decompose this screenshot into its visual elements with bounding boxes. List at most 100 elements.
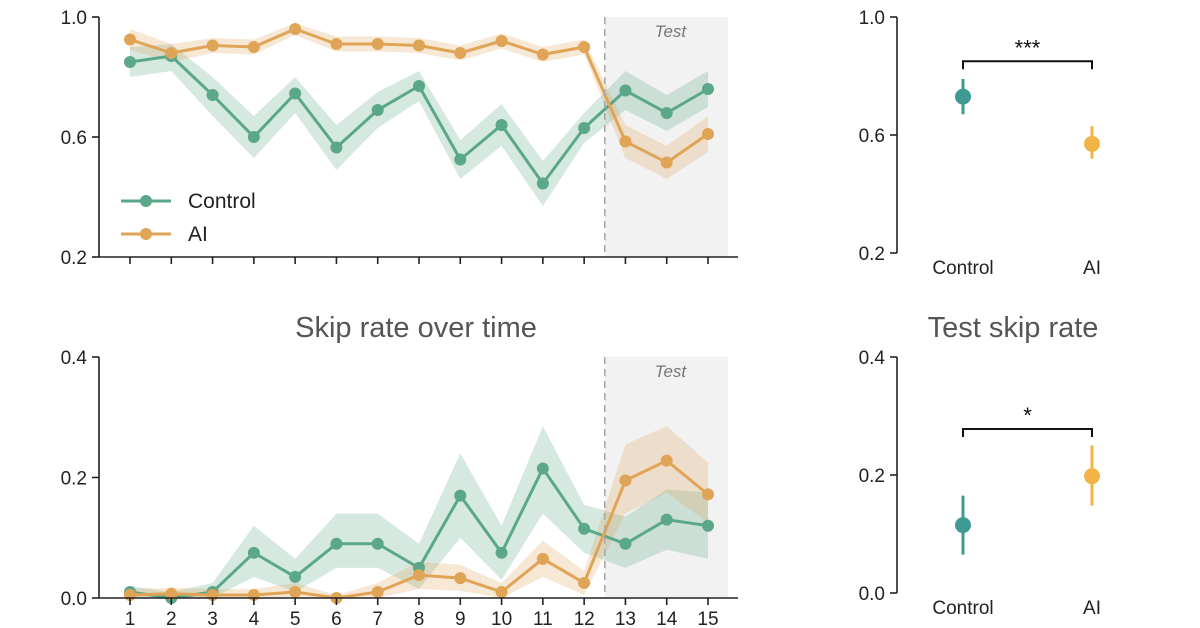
y-tick-label: 0.4 <box>61 348 88 369</box>
y-tick-label: 0.2 <box>61 248 87 269</box>
x-tick-label: 9 <box>455 609 466 628</box>
legend-ai-marker <box>140 228 152 240</box>
test-skip-rate-title: Test skip rate <box>928 312 1099 344</box>
ai-data-point <box>536 552 549 565</box>
control-data-point <box>330 141 343 154</box>
x-tick-label: 4 <box>249 609 260 628</box>
x-tick-label: 1 <box>125 609 136 628</box>
control-data-point <box>371 104 384 116</box>
control-data-point <box>454 489 467 502</box>
ai-data-point <box>702 128 714 140</box>
ai-data-point <box>330 38 343 50</box>
y-tick-label: 0.6 <box>859 126 885 147</box>
significance-bracket <box>962 427 1093 437</box>
ai-data-point <box>619 135 632 148</box>
test-skip-rate-panel: Test skip rate 0.0 0.2 0.4 Control AI * <box>859 312 1101 619</box>
control-data-point <box>660 107 673 119</box>
control-data-point <box>578 122 591 134</box>
ai-mean-point <box>1084 468 1100 485</box>
skip-rate-over-time-title: Skip rate over time <box>295 312 537 344</box>
control-data-point <box>413 80 425 92</box>
test-region-label: Test <box>655 22 688 41</box>
control-data-point <box>371 537 384 550</box>
y-tick-label: 0.2 <box>61 469 87 490</box>
control-confidence-band <box>130 44 708 206</box>
ai-data-point <box>413 39 425 52</box>
x-tick-label: 14 <box>656 609 678 628</box>
significance-bracket <box>962 60 1093 70</box>
ai-data-point <box>206 39 219 52</box>
significance-label: * <box>1023 403 1032 428</box>
x-category-label: AI <box>1083 598 1101 619</box>
y-tick-label: 0.0 <box>61 589 87 610</box>
control-data-point <box>247 131 260 143</box>
x-category-label: Control <box>932 598 993 619</box>
ai-data-point <box>660 156 673 169</box>
control-data-point <box>536 462 549 475</box>
ai-confidence-band <box>130 23 708 179</box>
x-tick-label: 10 <box>491 609 512 628</box>
ai-data-point <box>413 569 425 582</box>
control-data-point <box>578 522 591 535</box>
control-data-point <box>702 519 714 532</box>
control-data-point <box>454 153 467 166</box>
ai-data-point <box>495 585 508 598</box>
legend-control-marker <box>140 195 152 207</box>
x-tick-label: 12 <box>574 609 595 628</box>
ai-data-point <box>495 35 508 47</box>
x-tick-label: 2 <box>166 609 177 628</box>
y-tick-label: 0.2 <box>859 466 885 487</box>
ai-data-point <box>702 488 714 501</box>
ai-data-point <box>371 38 384 50</box>
ai-data-point <box>371 585 384 598</box>
ai-data-point <box>165 587 178 600</box>
control-data-point <box>330 537 343 550</box>
x-tick-label: 3 <box>207 609 218 628</box>
control-data-point <box>619 84 632 97</box>
legend-ai-label: AI <box>188 223 208 246</box>
ai-data-point <box>454 572 467 585</box>
x-tick-label: 11 <box>533 609 553 628</box>
control-data-point <box>124 56 136 68</box>
control-data-point <box>289 87 302 100</box>
x-tick-label: 5 <box>290 609 301 628</box>
legend-control-label: Control <box>188 190 256 213</box>
control-data-point <box>702 83 714 95</box>
x-tick-label: 13 <box>615 609 636 628</box>
y-tick-label: 0.0 <box>859 584 885 605</box>
ai-data-point <box>124 33 136 46</box>
control-data-point <box>495 546 508 559</box>
control-data-point <box>289 570 302 583</box>
control-mean-point <box>955 517 971 534</box>
y-tick-label: 0.4 <box>859 348 886 369</box>
y-tick-label: 0.2 <box>859 244 885 265</box>
ai-data-point <box>536 48 549 61</box>
x-category-label: Control <box>932 258 993 279</box>
control-data-point <box>660 513 673 526</box>
x-tick-label: 8 <box>414 609 425 628</box>
test-region-label: Test <box>655 362 688 381</box>
x-tick-label: 15 <box>697 609 718 628</box>
ai-data-point <box>619 474 632 487</box>
ai-data-point <box>454 47 467 59</box>
control-data-point <box>536 177 549 190</box>
y-tick-label: 1.0 <box>859 8 885 29</box>
ai-data-point <box>289 585 302 598</box>
control-mean-point <box>955 88 971 105</box>
ai-data-point <box>660 454 673 467</box>
control-confidence-band <box>130 426 708 598</box>
test-accuracy-panel: 0.2 0.6 1.0 Control AI *** <box>859 8 1101 279</box>
control-data-point <box>619 537 632 550</box>
ai-data-point <box>289 23 302 35</box>
x-category-label: AI <box>1083 258 1101 279</box>
ai-data-point <box>578 41 591 53</box>
ai-data-point <box>247 41 260 53</box>
x-tick-label: 6 <box>331 609 342 628</box>
control-data-point <box>206 89 219 101</box>
ai-data-point <box>578 576 591 589</box>
control-data-point <box>247 546 260 559</box>
y-tick-label: 1.0 <box>61 8 87 29</box>
y-tick-label: 0.6 <box>61 128 87 149</box>
